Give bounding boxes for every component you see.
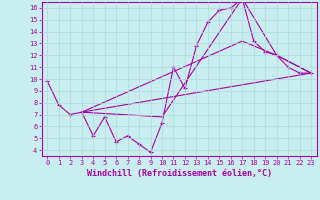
X-axis label: Windchill (Refroidissement éolien,°C): Windchill (Refroidissement éolien,°C) (87, 169, 272, 178)
